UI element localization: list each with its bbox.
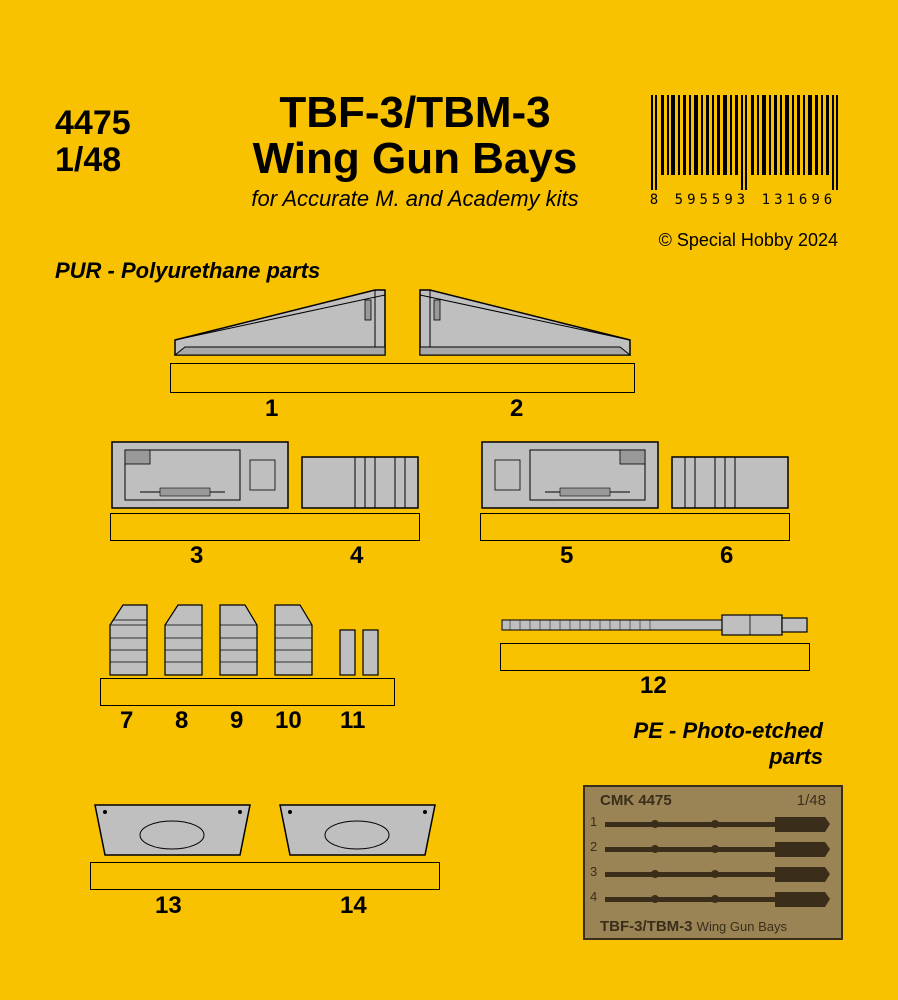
part-4-shape	[300, 455, 420, 510]
part-6-label: 6	[720, 542, 733, 570]
pe-rows	[585, 812, 841, 917]
part-12-shape	[500, 610, 810, 640]
callout-7-11	[100, 678, 395, 706]
callout-3-4	[110, 513, 420, 541]
part-2-shape	[415, 285, 635, 360]
part-12-label: 12	[640, 672, 667, 700]
callout-12	[500, 643, 810, 671]
title-line-2: Wing Gun Bays	[200, 136, 630, 182]
part-6-shape	[670, 455, 790, 510]
part-8-label: 8	[175, 707, 188, 735]
pe-bottom-title-text: TBF-3/TBM-3	[600, 918, 693, 935]
part-2-label: 2	[510, 395, 523, 423]
part-5-label: 5	[560, 542, 573, 570]
pe-row-2: 2	[590, 839, 597, 854]
pe-section-label: PE - Photo-etched parts	[634, 718, 823, 770]
code-number: 4475	[55, 105, 131, 142]
title-line-1: TBF-3/TBM-3	[200, 90, 630, 136]
part-7-label: 7	[120, 707, 133, 735]
part-4-label: 4	[350, 542, 363, 570]
part-10-label: 10	[275, 707, 302, 735]
product-code: 4475 1/48	[55, 105, 131, 180]
scale: 1/48	[55, 142, 131, 179]
pe-brand: CMK 4475	[600, 792, 672, 809]
callout-13-14	[90, 862, 440, 890]
pe-scale: 1/48	[797, 792, 826, 809]
part-11-label: 11	[340, 707, 365, 735]
barcode: 8 595593 131696	[643, 95, 843, 208]
part-13-shape	[90, 800, 255, 860]
pe-row-3: 3	[590, 864, 597, 879]
pe-row-4: 4	[590, 889, 597, 904]
part-14-shape	[275, 800, 440, 860]
pe-fret: CMK 4475 1/48 1 2 3 4 TBF-3/TBM-3 W	[583, 785, 843, 940]
copyright: © Special Hobby 2024	[659, 230, 838, 251]
part-13-label: 13	[155, 892, 182, 920]
pur-section-label: PUR - Polyurethane parts	[55, 258, 320, 284]
part-3-shape	[110, 440, 290, 510]
parts-7-11-shapes	[105, 600, 405, 680]
pe-row-1: 1	[590, 814, 597, 829]
part-14-label: 14	[340, 892, 367, 920]
callout-1-2	[170, 363, 635, 393]
part-1-shape	[170, 285, 390, 360]
barcode-digits: 8 595593 131696	[643, 192, 843, 208]
callout-5-6	[480, 513, 790, 541]
part-3-label: 3	[190, 542, 203, 570]
pe-bottom-sub: Wing Gun Bays	[697, 919, 787, 934]
barcode-bars	[643, 95, 843, 190]
part-5-shape	[480, 440, 660, 510]
part-9-label: 9	[230, 707, 243, 735]
pe-bottom-title: TBF-3/TBM-3 Wing Gun Bays	[600, 918, 787, 935]
subtitle: for Accurate M. and Academy kits	[200, 186, 630, 212]
title-block: TBF-3/TBM-3 Wing Gun Bays for Accurate M…	[200, 90, 630, 212]
part-1-label: 1	[265, 395, 278, 423]
